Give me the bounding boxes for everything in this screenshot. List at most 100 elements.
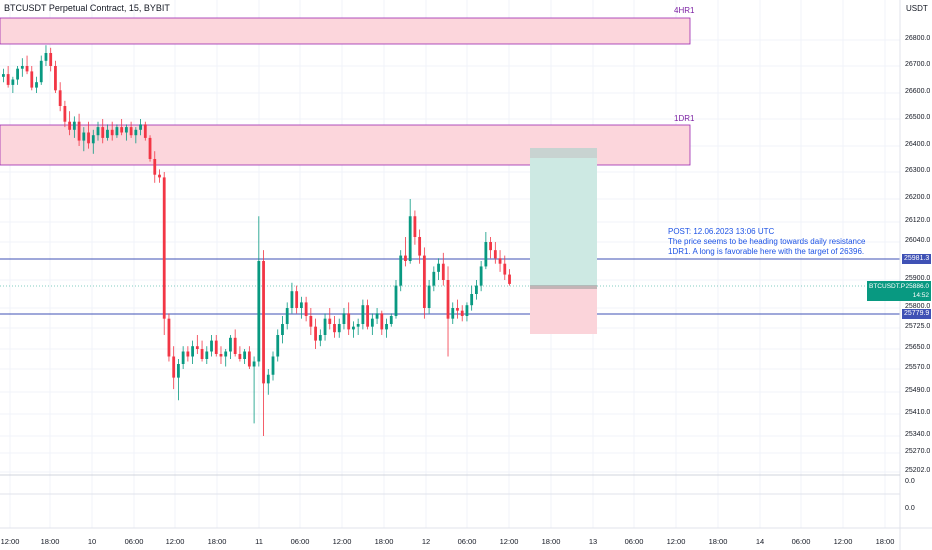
candle-body[interactable]	[413, 216, 417, 237]
candle-body[interactable]	[304, 302, 308, 316]
candle-body[interactable]	[503, 263, 507, 275]
candle-body[interactable]	[210, 340, 213, 352]
candle-body[interactable]	[58, 90, 62, 106]
candle-body[interactable]	[309, 316, 313, 327]
candle-body[interactable]	[299, 302, 303, 308]
candle-body[interactable]	[422, 255, 426, 308]
currency-label[interactable]: USDT	[906, 4, 928, 13]
candle-body[interactable]	[139, 124, 142, 130]
candle-body[interactable]	[418, 237, 422, 256]
candle-body[interactable]	[285, 308, 289, 324]
candle-body[interactable]	[148, 137, 152, 159]
candle-body[interactable]	[115, 127, 119, 136]
candle-body[interactable]	[394, 285, 398, 316]
candle-body[interactable]	[432, 271, 436, 286]
candle-body[interactable]	[404, 255, 407, 261]
candle-body[interactable]	[347, 313, 351, 330]
candle-body[interactable]	[25, 66, 29, 72]
zone-4hr1[interactable]	[0, 17, 691, 45]
candle-body[interactable]	[214, 340, 218, 354]
candle-body[interactable]	[295, 291, 299, 308]
candle-body[interactable]	[30, 71, 34, 88]
candle-body[interactable]	[456, 308, 459, 311]
candle-body[interactable]	[200, 349, 204, 359]
candle-body[interactable]	[342, 313, 346, 324]
candle-body[interactable]	[276, 335, 280, 357]
candle-body[interactable]	[20, 66, 24, 69]
candle-body[interactable]	[290, 291, 294, 308]
candle-body[interactable]	[238, 354, 242, 359]
candle-body[interactable]	[498, 258, 502, 264]
candle-body[interactable]	[153, 159, 157, 175]
candle-body[interactable]	[266, 374, 270, 384]
candle-body[interactable]	[106, 129, 109, 138]
candle-body[interactable]	[389, 316, 393, 324]
candle-body[interactable]	[441, 263, 445, 280]
candle-body[interactable]	[475, 285, 478, 294]
candle-body[interactable]	[489, 242, 492, 251]
candle-body[interactable]	[54, 66, 57, 91]
candle-body[interactable]	[77, 121, 81, 141]
candle-body[interactable]	[158, 174, 161, 178]
candle-body[interactable]	[110, 129, 114, 136]
candle-body[interactable]	[35, 82, 38, 88]
candle-body[interactable]	[247, 351, 251, 367]
candle-body[interactable]	[370, 318, 374, 327]
candle-body[interactable]	[96, 127, 100, 136]
candle-body[interactable]	[191, 346, 194, 357]
candle-body[interactable]	[314, 326, 317, 341]
candle-body[interactable]	[167, 318, 171, 357]
candle-body[interactable]	[143, 124, 147, 138]
candle-body[interactable]	[508, 274, 511, 284]
candle-body[interactable]	[11, 79, 15, 85]
candle-body[interactable]	[124, 127, 128, 133]
candle-body[interactable]	[195, 346, 199, 349]
candle-body[interactable]	[446, 280, 450, 319]
candle-body[interactable]	[101, 127, 105, 138]
candle-body[interactable]	[493, 250, 497, 259]
candle-body[interactable]	[134, 129, 138, 136]
candle-body[interactable]	[129, 127, 133, 136]
candle-body[interactable]	[271, 356, 275, 375]
candle-body[interactable]	[460, 310, 464, 316]
candle-body[interactable]	[470, 294, 474, 306]
candle-body[interactable]	[333, 324, 336, 333]
candle-body[interactable]	[361, 305, 365, 324]
candle-body[interactable]	[39, 60, 43, 83]
candle-body[interactable]	[16, 68, 19, 80]
candle-body[interactable]	[380, 313, 384, 330]
candle-body[interactable]	[181, 351, 185, 365]
candle-body[interactable]	[399, 255, 403, 286]
candle-body[interactable]	[186, 351, 190, 357]
candle-body[interactable]	[262, 261, 265, 384]
candle-body[interactable]	[2, 74, 5, 77]
candle-body[interactable]	[91, 135, 95, 144]
candle-body[interactable]	[479, 266, 483, 286]
candle-body[interactable]	[162, 177, 166, 319]
candle-body[interactable]	[437, 263, 440, 272]
candle-body[interactable]	[72, 121, 76, 130]
candle-body[interactable]	[385, 324, 388, 330]
candle-body[interactable]	[243, 351, 247, 360]
candle-body[interactable]	[257, 261, 261, 362]
candle-body[interactable]	[87, 132, 90, 144]
candle-body[interactable]	[328, 318, 332, 324]
candle-body[interactable]	[233, 337, 237, 354]
candle-body[interactable]	[252, 361, 256, 367]
candle-body[interactable]	[408, 216, 412, 261]
candle-body[interactable]	[281, 324, 284, 335]
candle-body[interactable]	[427, 285, 431, 308]
candle-body[interactable]	[49, 53, 53, 66]
candle-body[interactable]	[323, 318, 327, 335]
candle-body[interactable]	[44, 53, 48, 61]
candle-body[interactable]	[375, 313, 379, 319]
annotation-note[interactable]: POST: 12.06.2023 13:06 UTC The price see…	[668, 227, 865, 257]
candle-body[interactable]	[177, 364, 180, 378]
candle-body[interactable]	[224, 351, 228, 357]
candle-body[interactable]	[219, 354, 223, 357]
candle-body[interactable]	[465, 305, 469, 316]
candle-body[interactable]	[352, 326, 355, 330]
long-position-tool[interactable]	[530, 148, 597, 334]
candle-body[interactable]	[337, 324, 341, 333]
